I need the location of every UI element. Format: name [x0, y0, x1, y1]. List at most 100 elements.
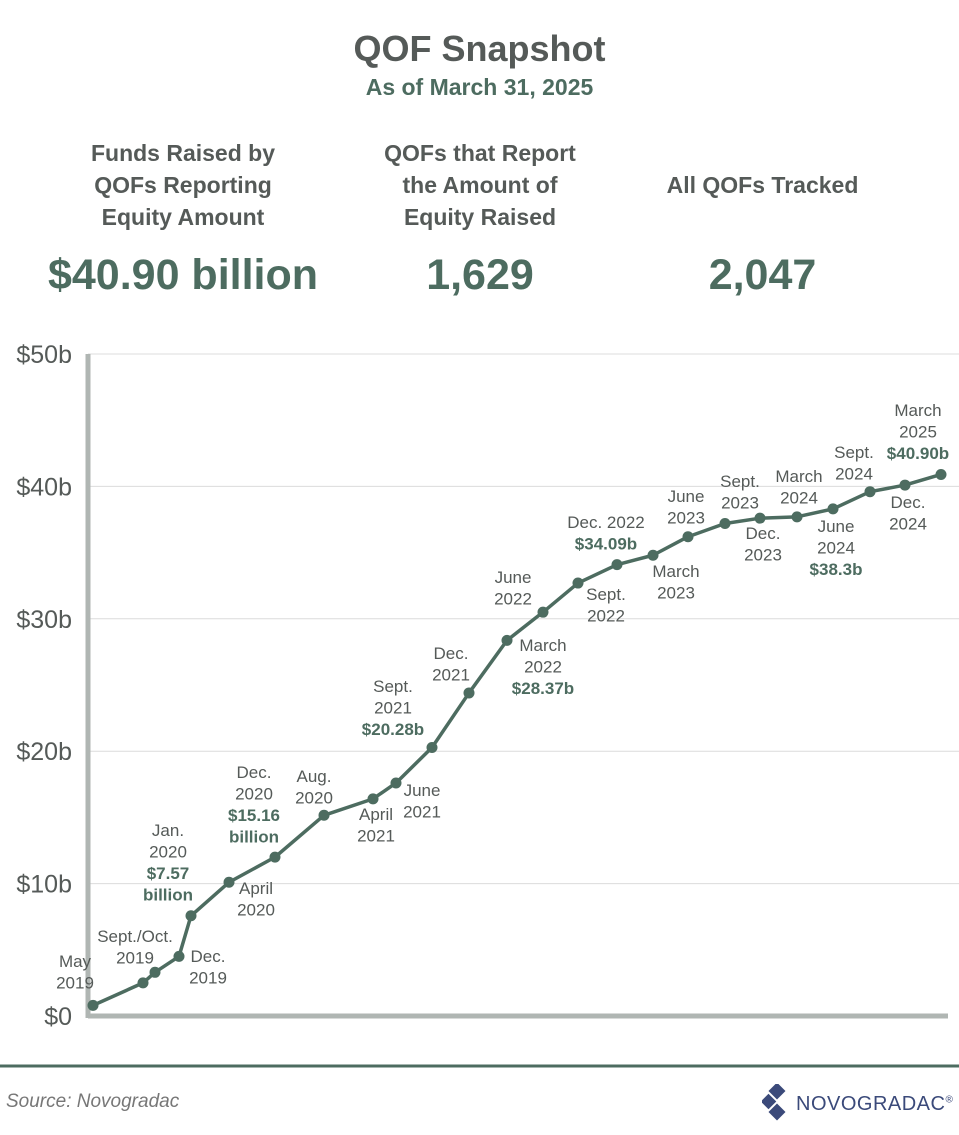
point-label: June 2024 $38.3b [810, 517, 863, 579]
y-tick-label: $20b [16, 738, 72, 766]
data-point [791, 511, 803, 523]
y-tick-label: $30b [16, 606, 72, 634]
stat-label: Funds Raised by QOFs Reporting Equity Am… [18, 137, 348, 233]
point-date-label: 2022 [587, 607, 625, 626]
point-date-label: March [775, 467, 822, 486]
point-date-label: Aug. [297, 767, 332, 786]
logo-text: NOVOGRADAC® [796, 1093, 953, 1116]
point-label: March 2024 [775, 467, 822, 508]
point-label: March 2022 $28.37b [512, 636, 574, 698]
stat-label-line: Equity Amount [101, 204, 265, 230]
point-date-label: Dec. [191, 947, 226, 966]
point-date-label: Sept. [834, 443, 874, 462]
data-point [935, 468, 947, 480]
stat-value: 1,629 [426, 251, 534, 299]
point-date-label: Dec. [237, 763, 272, 782]
point-date-label: June [495, 568, 532, 587]
point-label: April 2021 [357, 805, 395, 846]
data-point [269, 851, 281, 863]
data-point [318, 809, 330, 821]
point-date-label: 2021 [403, 803, 441, 822]
point-date-label: 2022 [524, 658, 562, 677]
point-date-label: Dec. [746, 524, 781, 543]
data-point [137, 977, 149, 989]
point-date-label: 2021 [374, 699, 412, 718]
data-point [647, 549, 659, 561]
point-date-label: Jan. [152, 821, 184, 840]
source-note: Source: Novogradac [6, 1091, 180, 1112]
data-point [572, 577, 584, 589]
point-date-label: 2021 [432, 666, 470, 685]
data-point [682, 531, 694, 543]
stat-funds-raised: Funds Raised by QOFs Reporting Equity Am… [18, 137, 348, 300]
point-date-label: 2023 [721, 494, 759, 513]
point-date-label: Sept. [720, 472, 760, 491]
data-point [87, 999, 99, 1011]
novogradac-logo: NOVOGRADAC® [760, 1082, 955, 1126]
y-tick-label: $10b [16, 871, 72, 899]
point-label: Jan. 2020 $7.57 billion [143, 821, 193, 905]
point-date-label: 2024 [835, 465, 873, 484]
point-date-label: 2022 [494, 590, 532, 609]
point-date-label: April [239, 879, 273, 898]
y-tick-label: $40b [16, 473, 72, 501]
point-value-label: $28.37b [512, 679, 574, 698]
series-line [92, 472, 942, 1008]
chart-title: QOF Snapshot [353, 28, 606, 69]
point-date-label: 2020 [237, 901, 275, 920]
stat-value: 2,047 [708, 251, 817, 299]
point-date-label: Dec. [891, 493, 926, 512]
point-date-label: June [404, 781, 441, 800]
point-date-label: 2023 [657, 584, 695, 603]
data-point [827, 503, 839, 515]
point-date-label: June [818, 517, 855, 536]
point-date-label: Dec. [434, 644, 469, 663]
data-point [149, 966, 161, 978]
point-date-label: Sept./Oct. [97, 927, 173, 946]
data-point [223, 876, 235, 888]
data-point [463, 687, 475, 699]
point-date-label: 2020 [295, 789, 333, 808]
point-date-label: 2023 [744, 546, 782, 565]
point-label: Sept. 2022 [586, 585, 626, 626]
point-label: Sept./Oct. 2019 [97, 927, 173, 968]
point-label: Dec. 2019 [189, 947, 227, 988]
point-label: Dec. 2020 $15.16 billion [228, 763, 280, 847]
point-date-label: Sept. [373, 677, 413, 696]
point-label: Dec. 2022 $34.09b [567, 513, 645, 554]
diamond-logo-icon [762, 1084, 786, 1121]
stat-label-line: the Amount of [402, 172, 558, 198]
point-date-label: 2020 [149, 843, 187, 862]
stat-value: $40.90 billion [47, 251, 319, 299]
point-date-label: 2019 [116, 949, 154, 968]
point-label: Sept. 2024 [834, 443, 874, 484]
point-value-label: billion [143, 886, 193, 905]
data-point [719, 517, 731, 529]
point-label: April 2020 [237, 879, 275, 920]
data-point [390, 777, 402, 789]
point-date-label: May [59, 952, 92, 971]
y-tick-label: $50b [16, 341, 72, 369]
point-value-label: $34.09b [575, 535, 637, 554]
point-date-label: 2024 [817, 539, 855, 558]
point-date-label: 2024 [780, 489, 818, 508]
point-date-label: March [652, 562, 699, 581]
point-date-label: Dec. 2022 [567, 513, 645, 532]
point-date-label: 2021 [357, 827, 395, 846]
y-tick-label: $0 [44, 1003, 72, 1031]
stat-label: QOFs that Report the Amount of Equity Ra… [345, 137, 615, 233]
data-point [611, 559, 623, 571]
stat-label-line: All QOFs Tracked [666, 172, 859, 198]
stat-label-line: QOFs that Report [384, 140, 576, 166]
point-date-label: 2024 [889, 515, 927, 534]
point-label: Sept. 2023 [720, 472, 760, 513]
data-point [173, 950, 185, 962]
data-point [185, 910, 197, 922]
point-label: Dec. 2023 [744, 524, 782, 565]
point-date-label: 2020 [235, 785, 273, 804]
stat-label-line: Equity Raised [403, 204, 557, 230]
point-label: June 2023 [667, 487, 705, 528]
stat-label-line: Funds Raised by [90, 140, 276, 166]
point-value-label: $38.3b [810, 560, 863, 579]
point-date-label: 2019 [56, 974, 94, 993]
